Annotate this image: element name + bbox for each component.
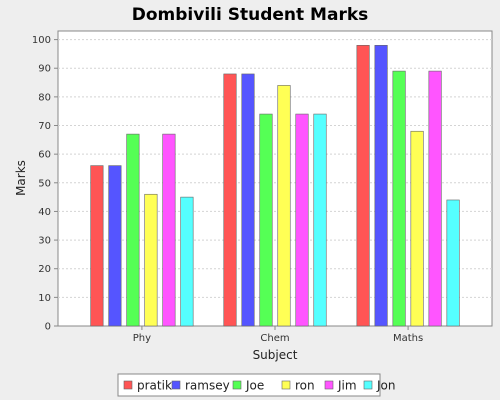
bar-ramsey-maths <box>374 45 388 327</box>
legend-swatch-joe <box>232 380 242 390</box>
y-tick-label: 20 <box>38 264 51 275</box>
legend-swatch-ron <box>281 380 291 390</box>
bar-ron-phy <box>144 193 158 327</box>
bars <box>90 45 460 327</box>
bar-joe-phy <box>126 133 140 327</box>
bar-jon-phy <box>180 196 194 327</box>
bar-pratik-phy <box>90 165 104 327</box>
y-tick-label: 90 <box>38 64 51 75</box>
bar-ramsey-chem <box>241 73 255 327</box>
bar-joe-maths <box>392 70 406 327</box>
bar-joe-chem <box>259 113 273 327</box>
y-tick-label: 70 <box>38 121 51 132</box>
x-axis-title: Subject <box>253 348 298 362</box>
x-tick-label: Maths <box>393 333 423 344</box>
y-tick-label: 0 <box>45 322 51 333</box>
bar-jon-chem <box>313 113 327 327</box>
bar-jon-maths <box>446 199 460 327</box>
legend: pratik ramsey Joe ron Jim Jon <box>117 373 396 397</box>
plot-area <box>57 30 493 327</box>
y-tick-label: 10 <box>38 293 51 304</box>
bar-ron-maths <box>410 130 424 327</box>
bar-pratik-chem <box>223 73 237 327</box>
bar-ramsey-phy <box>108 165 122 327</box>
legend-label-pratik: pratik <box>137 379 172 393</box>
bar-jim-phy <box>162 133 176 327</box>
x-tick-label: Chem <box>260 333 289 344</box>
y-tick-label: 100 <box>32 35 51 46</box>
chart-title: Dombivili Student Marks <box>132 5 369 25</box>
legend-swatch-jon <box>363 380 373 390</box>
legend-swatch-jim <box>324 380 334 390</box>
x-tick-label: Phy <box>133 333 151 344</box>
y-tick-label: 30 <box>38 236 51 247</box>
bar-ron-chem <box>277 85 291 327</box>
bar-jim-chem <box>295 113 309 327</box>
bar-jim-maths <box>428 70 442 327</box>
x-axis: Phy Chem Maths <box>133 326 423 344</box>
legend-label-ramsey: ramsey <box>185 379 230 393</box>
legend-swatch-pratik <box>123 380 133 390</box>
y-tick-label: 40 <box>38 207 51 218</box>
legend-label-ron: ron <box>295 379 315 393</box>
bar-pratik-maths <box>356 45 370 327</box>
legend-box <box>117 373 381 397</box>
legend-label-joe: Joe <box>245 379 264 393</box>
y-axis: 0 10 20 30 40 50 60 70 80 90 100 <box>32 35 58 333</box>
legend-label-jim: Jim <box>337 379 357 393</box>
y-axis-title: Marks <box>14 160 28 196</box>
legend-label-jon: Jon <box>376 379 396 393</box>
y-tick-label: 60 <box>38 150 51 161</box>
legend-swatch-ramsey <box>171 380 181 390</box>
y-tick-label: 50 <box>38 178 51 189</box>
y-tick-label: 80 <box>38 92 51 103</box>
